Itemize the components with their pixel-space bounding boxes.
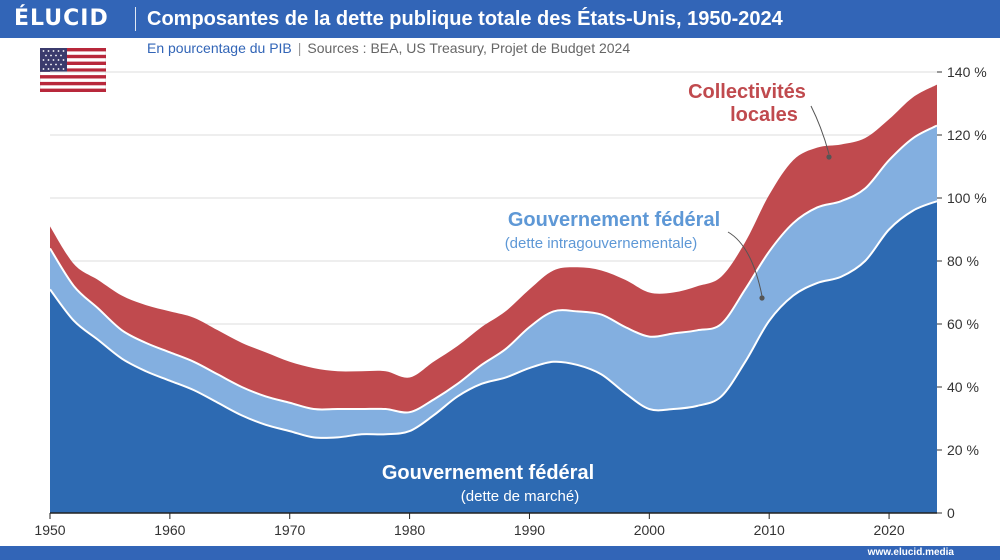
- boundary-line-intragov: [49, 124, 938, 414]
- x-tick-label-1950: 1950: [34, 522, 65, 538]
- chart-title: Composantes de la dette publique totale …: [147, 8, 783, 30]
- leader-line-local: [810, 105, 830, 155]
- y-tick-label-0: 0: [947, 505, 955, 521]
- x-tick-label-1960: 1960: [154, 522, 185, 538]
- x-tick-label-2000: 2000: [634, 522, 665, 538]
- us-flag-icon: [40, 48, 106, 92]
- label-local-title: Collectivités: [688, 81, 806, 103]
- y-tick-label-20: 20 %: [947, 442, 979, 458]
- subtitle-unit: En pourcentage du PIB: [147, 40, 292, 56]
- label-market-title: Gouvernement fédéral: [382, 462, 594, 484]
- footer-url-link[interactable]: www.elucid.media: [867, 547, 954, 558]
- axes: 1950 1960 1970 1980 1990 2000 2010 2020 0 20 % 40…: [34, 64, 986, 538]
- y-tick-label-140: 140 %: [947, 64, 987, 80]
- leader-dot-local: [826, 154, 832, 160]
- y-tick-label-120: 120 %: [947, 127, 987, 143]
- boundary-line-market: [49, 200, 938, 439]
- label-intragov-title: Gouvernement fédéral: [508, 209, 720, 231]
- area-federal-marche: [50, 201, 937, 513]
- y-tick-label-60: 60 %: [947, 316, 979, 332]
- y-tick-label-40: 40 %: [947, 379, 979, 395]
- x-tick-label-1990: 1990: [514, 522, 545, 538]
- x-tick-label-1970: 1970: [274, 522, 305, 538]
- label-intragov-sub: (dette intragouvernementale): [505, 235, 698, 252]
- footer-bar: www.elucid.media: [0, 546, 1000, 560]
- label-market-sub: (dette de marché): [461, 488, 579, 505]
- header-bar: ÉLUCID Composantes de la dette publique …: [0, 0, 1000, 38]
- y-axis-ticks: 0 20 % 40 % 60 % 80 % 100 % 120 % 140 %: [937, 64, 987, 521]
- elucid-logo[interactable]: ÉLUCID: [14, 6, 109, 31]
- label-local-sub: locales: [730, 104, 798, 126]
- stacked-areas: [49, 84, 938, 514]
- x-tick-label-2010: 2010: [754, 522, 785, 538]
- leader-dot-intragov: [759, 295, 765, 301]
- leader-line-intragov: [727, 231, 763, 297]
- y-tick-label-80: 80 %: [947, 253, 979, 269]
- subtitle-sources: Sources : BEA, US Treasury, Projet de Bu…: [307, 40, 631, 56]
- y-tick-label-100: 100 %: [947, 190, 987, 206]
- x-tick-label-1980: 1980: [394, 522, 425, 538]
- x-tick-label-2020: 2020: [873, 522, 904, 538]
- chart-subtitle: En pourcentage du PIB | Sources : BEA, US …: [147, 38, 630, 58]
- x-axis-ticks: 1950 1960 1970 1980 1990 2000 2010 2020: [34, 513, 905, 538]
- annotations: Gouvernement fédéral (dette de marché) G…: [382, 81, 832, 505]
- header-divider: [135, 7, 136, 31]
- subtitle-separator: |: [297, 40, 302, 56]
